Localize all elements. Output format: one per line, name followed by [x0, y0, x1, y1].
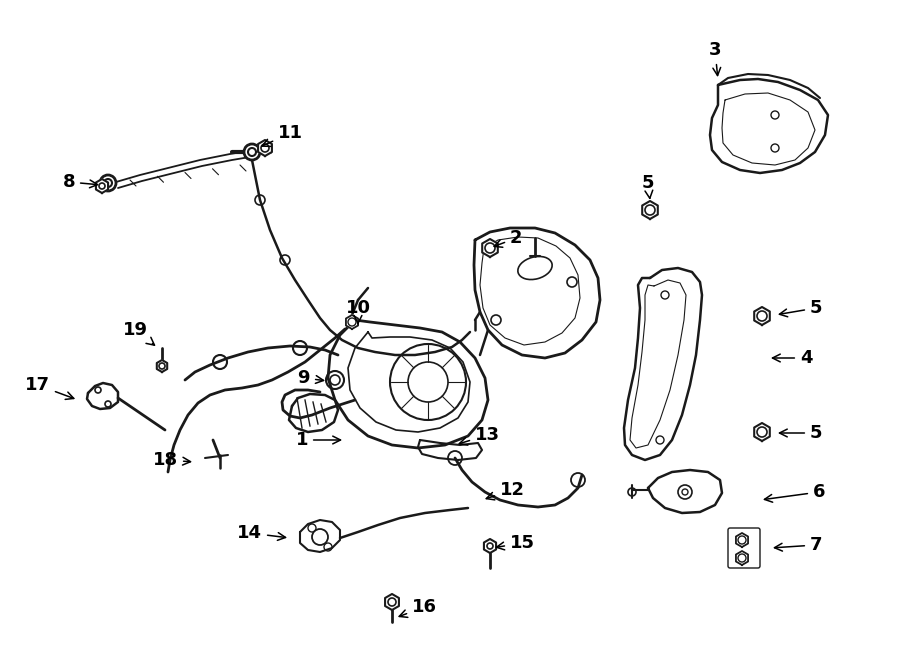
Text: 5: 5 — [642, 174, 654, 199]
Polygon shape — [736, 551, 748, 565]
Text: 14: 14 — [237, 524, 285, 542]
Circle shape — [244, 144, 260, 160]
Circle shape — [100, 175, 116, 191]
Polygon shape — [736, 533, 748, 547]
Text: 9: 9 — [298, 369, 323, 387]
Text: 5: 5 — [779, 424, 823, 442]
Text: 15: 15 — [497, 534, 535, 552]
Text: 17: 17 — [25, 376, 74, 399]
Polygon shape — [346, 315, 358, 329]
Text: 16: 16 — [400, 598, 437, 618]
Polygon shape — [754, 423, 770, 441]
Text: 6: 6 — [764, 483, 825, 502]
Polygon shape — [643, 201, 658, 219]
Text: 8: 8 — [62, 173, 97, 191]
Polygon shape — [484, 539, 496, 553]
Text: 10: 10 — [346, 299, 371, 324]
Text: 18: 18 — [153, 451, 191, 469]
Text: 3: 3 — [709, 41, 721, 75]
Text: 11: 11 — [262, 124, 303, 146]
Polygon shape — [157, 360, 167, 372]
Polygon shape — [482, 239, 498, 257]
Polygon shape — [258, 140, 272, 156]
Text: 19: 19 — [123, 321, 155, 345]
Polygon shape — [96, 179, 108, 193]
Text: 5: 5 — [779, 299, 823, 317]
Text: 2: 2 — [494, 229, 523, 248]
Text: 13: 13 — [459, 426, 500, 445]
Text: 12: 12 — [486, 481, 525, 500]
Text: 7: 7 — [775, 536, 823, 554]
Text: 4: 4 — [772, 349, 813, 367]
Polygon shape — [385, 594, 399, 610]
Text: 1: 1 — [295, 431, 340, 449]
Polygon shape — [754, 307, 770, 325]
